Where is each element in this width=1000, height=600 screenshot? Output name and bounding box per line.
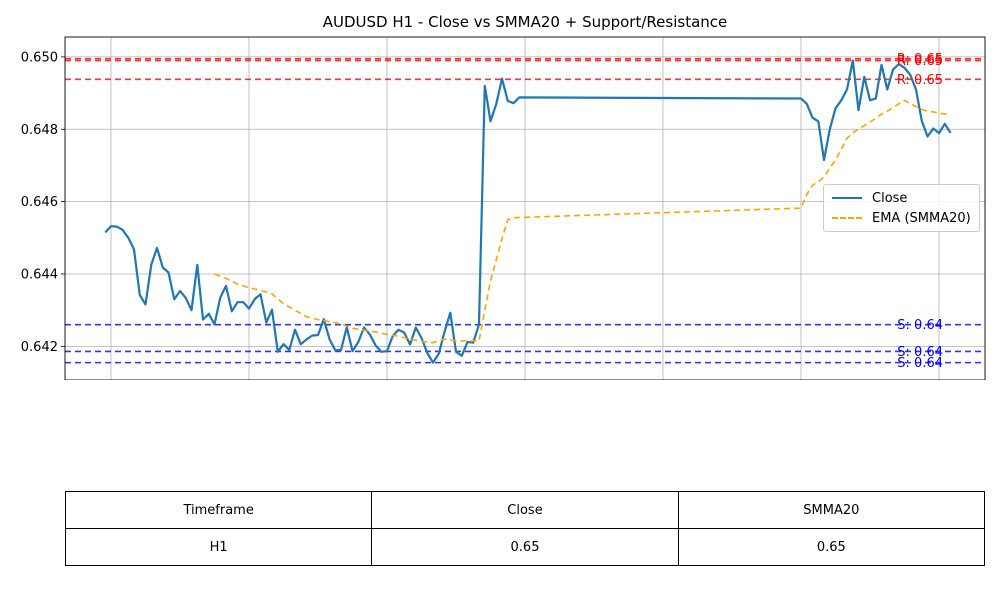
legend-swatch-smma bbox=[832, 217, 862, 219]
resistance-label: R: 0.65 bbox=[897, 54, 943, 69]
table-header-cell: Timeframe bbox=[64, 491, 373, 529]
plot-frame bbox=[64, 36, 986, 380]
legend: Close EMA (SMMA20) bbox=[823, 184, 980, 232]
support-label: S: 0.64 bbox=[897, 318, 943, 333]
legend-entry-close: Close bbox=[832, 189, 907, 207]
legend-entry-smma: EMA (SMMA20) bbox=[832, 209, 971, 227]
chart-title: AUDUSD H1 - Close vs SMMA20 + Support/Re… bbox=[323, 13, 728, 31]
y-tick-label: 0.644 bbox=[21, 267, 58, 282]
support-label: S: 0.64 bbox=[897, 345, 943, 360]
chart-area: AUDUSD H1 - Close vs SMMA20 + Support/Re… bbox=[21, 13, 986, 380]
summary-table: Timeframe Close SMMA20 H1 0.65 0.65 bbox=[64, 491, 986, 566]
resistance-label: R: 0.65 bbox=[897, 73, 943, 88]
table-header-cell: Close bbox=[371, 491, 679, 529]
table-row: H1 0.65 0.65 bbox=[64, 528, 986, 566]
table-cell-smma: 0.65 bbox=[677, 528, 986, 566]
y-tick-label: 0.642 bbox=[21, 340, 58, 355]
table-cell-close: 0.65 bbox=[371, 528, 679, 566]
table-cell-timeframe: H1 bbox=[64, 528, 373, 566]
resistance-label: R: 0.65 bbox=[897, 52, 943, 67]
legend-label-smma: EMA (SMMA20) bbox=[872, 210, 971, 226]
y-tick-label: 0.646 bbox=[21, 195, 58, 210]
chart-svg: AUDUSD H1 - Close vs SMMA20 + Support/Re… bbox=[21, 13, 986, 380]
y-tick-label: 0.650 bbox=[21, 50, 58, 65]
legend-swatch-close bbox=[832, 197, 862, 199]
y-tick-label: 0.648 bbox=[21, 123, 58, 138]
smma-series-line bbox=[214, 99, 951, 344]
legend-label-close: Close bbox=[872, 190, 908, 206]
support-label: S: 0.64 bbox=[897, 356, 943, 371]
table-header-cell: SMMA20 bbox=[677, 491, 986, 529]
close-series-line bbox=[104, 59, 952, 364]
table-header-row: Timeframe Close SMMA20 bbox=[64, 491, 986, 529]
